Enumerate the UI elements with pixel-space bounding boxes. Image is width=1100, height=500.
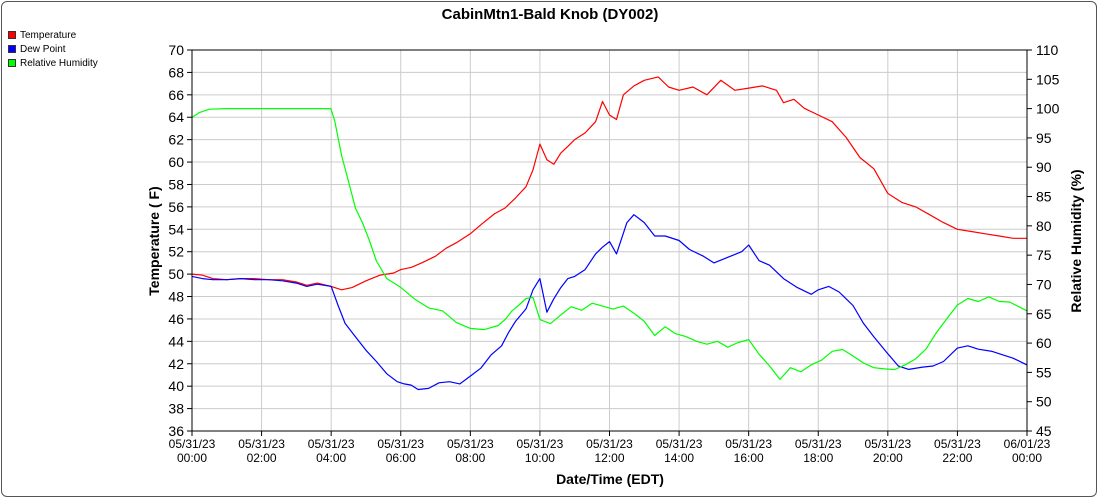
legend-swatch-relative-humidity xyxy=(8,59,16,67)
y-axis-right: 45 50 55 60 65 70 75 80 85 90 95 100 105 110 xyxy=(1027,42,1060,439)
y-tick-label: 58 xyxy=(168,176,184,192)
x-tick-label-time: 04:00 xyxy=(316,451,346,465)
x-axis-label: Date/Time (EDT) xyxy=(556,471,664,487)
y2-tick-label: 70 xyxy=(1036,276,1052,292)
y-tick-label: 70 xyxy=(168,42,184,58)
x-tick-label-time: 00:00 xyxy=(177,451,207,465)
y2-tick-label: 75 xyxy=(1036,247,1052,263)
x-tick-label-time: 12:00 xyxy=(594,451,624,465)
y-tick-label: 46 xyxy=(168,311,184,327)
x-tick-label-date: 05/31/23 xyxy=(725,437,772,451)
x-tick-label-time: 22:00 xyxy=(942,451,972,465)
x-tick-label-time: 20:00 xyxy=(873,451,903,465)
series-layer xyxy=(191,76,1028,391)
x-tick-label-date: 05/31/23 xyxy=(377,437,424,451)
legend-label-relative-humidity: Relative Humidity xyxy=(20,57,98,69)
grid xyxy=(191,49,1028,432)
y-tick-label: 40 xyxy=(168,378,184,394)
y-tick-label: 36 xyxy=(168,423,184,439)
y-tick-label: 54 xyxy=(168,221,184,237)
series-line-temperature xyxy=(191,76,1027,291)
y-tick-label: 44 xyxy=(168,333,184,349)
y-axis-label-left: Temperature ( F) xyxy=(146,186,162,295)
y2-tick-label: 45 xyxy=(1036,423,1052,439)
y-tick-label: 38 xyxy=(168,401,184,417)
legend-item-temperature: Temperature xyxy=(8,28,98,42)
y-tick-label: 50 xyxy=(168,266,184,282)
legend-label-temperature: Temperature xyxy=(20,29,77,41)
series-line-relative-humidity xyxy=(191,107,1028,380)
y-tick-label: 66 xyxy=(168,87,184,103)
x-tick-label-date: 05/31/23 xyxy=(308,437,355,451)
y2-tick-label: 95 xyxy=(1036,130,1052,146)
y2-tick-label: 65 xyxy=(1036,306,1052,322)
y2-tick-label: 60 xyxy=(1036,335,1052,351)
y-tick-label: 62 xyxy=(168,132,184,148)
y2-tick-label: 110 xyxy=(1036,42,1059,58)
x-tick-label-time: 02:00 xyxy=(247,451,277,465)
x-tick-label-date: 05/31/23 xyxy=(517,437,564,451)
x-tick-label-time: 10:00 xyxy=(525,451,555,465)
x-tick-label-time: 14:00 xyxy=(664,451,694,465)
legend-swatch-temperature xyxy=(8,31,16,39)
y2-tick-label: 55 xyxy=(1036,364,1052,380)
x-tick-label-time: 16:00 xyxy=(734,451,764,465)
x-tick-label-date: 06/01/23 xyxy=(1004,437,1051,451)
chart-title: CabinMtn1-Bald Knob (DY002) xyxy=(442,6,659,23)
y2-tick-label: 50 xyxy=(1036,394,1052,410)
y2-tick-label: 100 xyxy=(1036,101,1060,117)
x-axis: 05/31/2300:0005/31/2302:0005/31/2304:000… xyxy=(169,431,1051,465)
legend-label-dew-point: Dew Point xyxy=(20,43,66,55)
x-tick-label-date: 05/31/23 xyxy=(447,437,494,451)
x-tick-label-date: 05/31/23 xyxy=(586,437,633,451)
y-tick-label: 60 xyxy=(168,154,184,170)
y2-tick-label: 85 xyxy=(1036,189,1052,205)
y-axis-label-right: Relative Humidity (%) xyxy=(1068,169,1084,312)
y2-tick-label: 90 xyxy=(1036,159,1052,175)
y-tick-label: 64 xyxy=(168,109,184,125)
y2-tick-label: 80 xyxy=(1036,218,1052,234)
y-tick-label: 48 xyxy=(168,289,184,305)
y-axis-left: 36 38 40 42 44 46 48 50 52 54 56 58 60 62 64 66 68 70 xyxy=(168,42,192,439)
x-tick-label-time: 08:00 xyxy=(455,451,485,465)
x-tick-label-date: 05/31/23 xyxy=(169,437,216,451)
y-tick-label: 68 xyxy=(168,64,184,80)
x-tick-label-time: 06:00 xyxy=(386,451,416,465)
series-line-dew-point xyxy=(191,214,1028,391)
x-tick-label-date: 05/31/23 xyxy=(656,437,703,451)
legend-item-dew-point: Dew Point xyxy=(8,42,98,56)
y-tick-label: 56 xyxy=(168,199,184,215)
legend: Temperature Dew Point Relative Humidity xyxy=(8,28,98,70)
x-tick-label-time: 00:00 xyxy=(1012,451,1042,465)
x-tick-label-date: 05/31/23 xyxy=(795,437,842,451)
x-tick-label-date: 05/31/23 xyxy=(238,437,285,451)
legend-item-relative-humidity: Relative Humidity xyxy=(8,56,98,70)
y-tick-label: 52 xyxy=(168,244,184,260)
x-tick-label-time: 18:00 xyxy=(803,451,833,465)
y-tick-label: 42 xyxy=(168,356,184,372)
legend-swatch-dew-point xyxy=(8,45,16,53)
x-tick-label-date: 05/31/23 xyxy=(934,437,981,451)
x-tick-label-date: 05/31/23 xyxy=(864,437,911,451)
y2-tick-label: 105 xyxy=(1036,71,1060,87)
